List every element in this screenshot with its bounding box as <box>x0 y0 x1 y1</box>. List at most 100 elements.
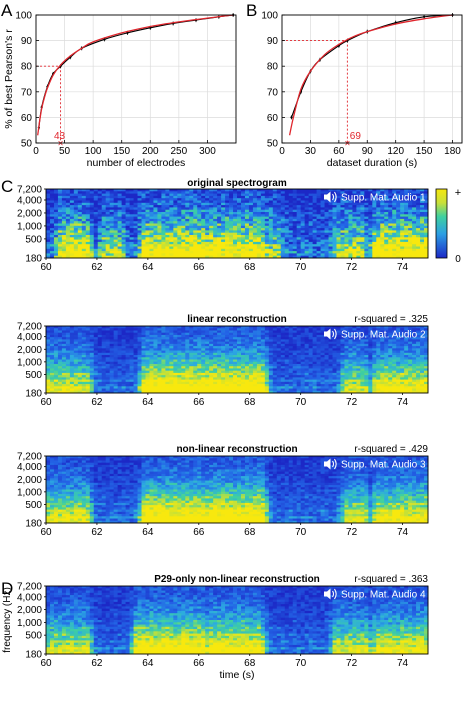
spectrogram-cell <box>404 363 409 367</box>
spectrogram-cell <box>416 200 421 204</box>
spectrogram-cell <box>272 221 278 224</box>
spectrogram-cell <box>380 246 385 250</box>
spectrogram-cell <box>89 225 95 229</box>
spectrogram-cell <box>181 232 186 236</box>
spectrogram-cell <box>145 221 150 224</box>
spectrogram-cell <box>408 214 413 217</box>
spectrogram-cell <box>133 191 138 194</box>
spectrogram-cell <box>368 189 373 192</box>
spectrogram-cell <box>165 248 170 252</box>
spectrogram-cell <box>105 355 111 358</box>
spectrogram-cell <box>276 244 282 247</box>
spectrogram-cell <box>169 198 174 201</box>
spectrogram-cell <box>117 232 123 236</box>
spectrogram-cell <box>336 218 341 222</box>
spectrogram-cell <box>61 230 67 234</box>
spectrogram-cell <box>384 195 389 199</box>
spectrogram-cell <box>133 223 138 227</box>
spectrogram-cell <box>181 363 186 367</box>
spectrogram-cell <box>348 228 353 231</box>
spectrogram-cell <box>173 355 178 358</box>
spectrogram-cell <box>197 251 202 254</box>
spectrogram-cell <box>376 237 381 240</box>
spectrogram-cell <box>360 368 365 372</box>
spectrogram-cell <box>209 246 214 250</box>
spectrogram-cell <box>276 237 282 240</box>
spectrogram-cell <box>240 193 246 197</box>
spectrogram-cell <box>225 237 230 240</box>
spectrogram-cell <box>256 209 262 213</box>
spectrogram-cell <box>177 198 182 201</box>
spectrogram-cell <box>141 366 146 369</box>
y-tick-label: 60 <box>21 113 33 124</box>
spectrogram-cell <box>105 244 111 247</box>
spectrogram-cell <box>121 214 126 217</box>
spectrogram-cell <box>101 241 107 245</box>
spectrogram-cell <box>229 339 234 343</box>
spectrogram-cell <box>69 193 75 197</box>
spectrogram-cell <box>193 334 198 338</box>
spectrogram-cell <box>340 237 345 240</box>
spectrogram-cell <box>109 337 115 340</box>
spectrogram-cell <box>332 230 337 234</box>
spectrogram-cell <box>268 330 274 334</box>
spectrogram-cell <box>53 239 59 243</box>
spectrogram-cell <box>412 341 417 345</box>
spectrogram-cell <box>137 355 142 358</box>
spectrogram-cell <box>288 195 294 199</box>
spectrogram-cell <box>121 361 126 365</box>
spectrogram-cell <box>356 339 361 343</box>
spectrogram-cell <box>177 355 182 358</box>
spectrogram-cell <box>81 339 87 343</box>
spectrogram-cell <box>181 328 186 331</box>
spectrogram-cell <box>300 355 306 358</box>
spectrogram-cell <box>344 223 349 227</box>
spectrogram-cell <box>121 346 126 349</box>
spectrogram-cell <box>113 363 119 367</box>
spectrogram-cell <box>284 218 290 222</box>
spectrogram-cell <box>268 343 274 347</box>
spectrogram-cell <box>93 330 99 334</box>
y-tick-label: 80 <box>267 62 279 73</box>
spectrogram-cell <box>268 348 274 351</box>
spectrogram-cell <box>137 202 142 206</box>
spectrogram-cell <box>240 334 246 338</box>
spectrogram-cell <box>284 216 290 220</box>
spectrogram-cell <box>292 244 298 247</box>
spectrogram-cell <box>197 248 202 252</box>
spectrogram-cell <box>101 253 107 257</box>
spectrogram-cell <box>237 368 242 372</box>
spectrogram-cell <box>320 361 325 365</box>
spectrogram-cell <box>372 230 377 234</box>
spectrogram-cell <box>53 189 59 192</box>
spectrogram-cell <box>400 230 405 234</box>
spectrogram-cell <box>237 202 242 206</box>
spectrogram-cell <box>237 339 242 343</box>
spectrogram-cell <box>105 228 111 231</box>
spectrogram-cell <box>81 328 87 331</box>
spectrogram-cell <box>165 332 170 336</box>
spectrogram-cell <box>340 218 345 222</box>
spectrogram-cell <box>292 239 298 243</box>
spectrogram-cell <box>157 330 162 334</box>
spectrogram-cell <box>181 207 186 211</box>
spectrogram-cell <box>169 195 174 199</box>
spectrogram-cell <box>408 198 413 201</box>
spectrogram-cell <box>133 332 138 336</box>
spectrogram-cell <box>420 363 425 367</box>
spectrogram-cell <box>46 223 51 227</box>
spectrogram-cell <box>137 366 142 369</box>
spectrogram-cell <box>304 363 310 367</box>
spectrogram-cell <box>360 200 365 204</box>
spectrogram-cell <box>69 343 75 347</box>
spectrogram-cell <box>181 237 186 240</box>
spectrogram-cell <box>57 246 63 250</box>
spectrogram-cell <box>400 237 405 240</box>
spectrogram-cell <box>340 253 345 257</box>
spectrogram-cell <box>225 343 230 347</box>
spectrogram-cell <box>420 189 425 192</box>
spectrogram-cell <box>46 334 51 338</box>
spectrogram-cell <box>97 207 103 211</box>
spectrogram-cell <box>113 241 119 245</box>
